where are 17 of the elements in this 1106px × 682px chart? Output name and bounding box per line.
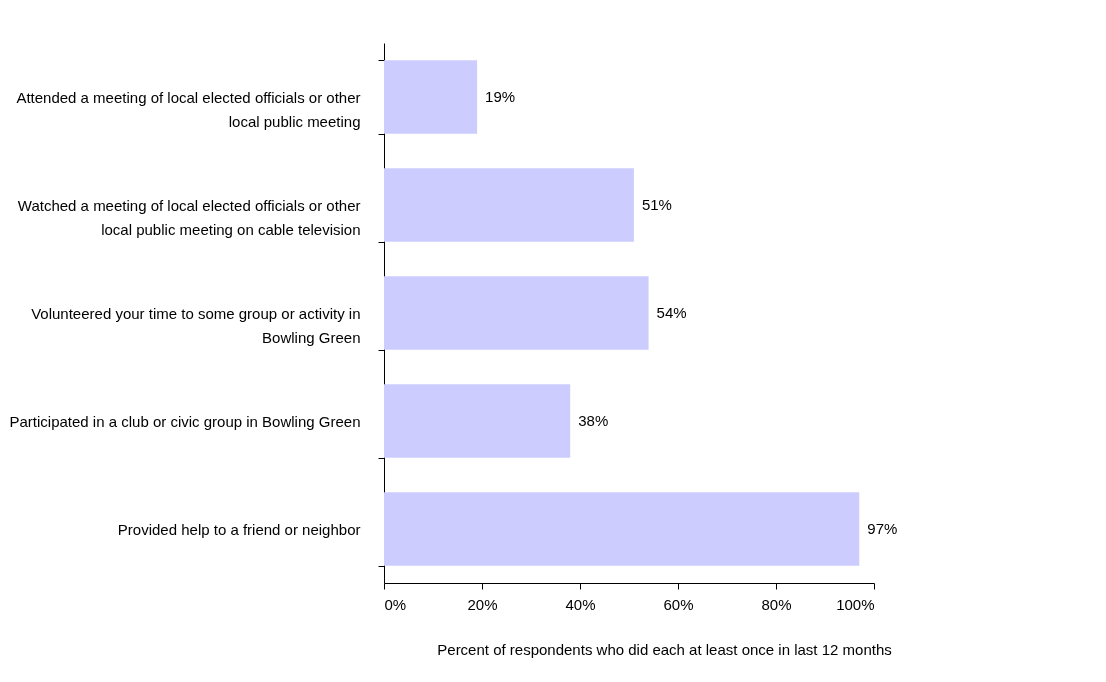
x-tick-label: 20% bbox=[467, 595, 498, 613]
y-tick-label: Attended a meeting of local elected officials or other local public meeting bbox=[16, 88, 361, 130]
x-tick-label: 40% bbox=[565, 595, 596, 613]
data-label: 19% bbox=[485, 88, 516, 105]
x-tick-label: 60% bbox=[663, 595, 694, 613]
x-tick-label: 100% bbox=[836, 595, 875, 613]
x-axis-title: Percent of respondents who did each at least once in last 12 months bbox=[437, 640, 892, 658]
x-tick-label: 80% bbox=[761, 595, 792, 613]
y-tick-label: Participated in a club or civic group in Bowling Green bbox=[9, 412, 361, 430]
x-tick-label: 0% bbox=[384, 595, 407, 613]
data-label: 51% bbox=[641, 196, 672, 213]
y-tick-label: Provided help to a friend or neighbor bbox=[117, 520, 361, 538]
data-label: 54% bbox=[656, 304, 687, 321]
y-tick-label: Watched a meeting of local elected officials or other local public meeting on cable television bbox=[17, 196, 361, 238]
y-tick-label: Volunteered your time to some group or activity in Bowling Green bbox=[31, 304, 361, 346]
data-label: 97% bbox=[867, 520, 898, 537]
data-label: 38% bbox=[578, 412, 609, 429]
